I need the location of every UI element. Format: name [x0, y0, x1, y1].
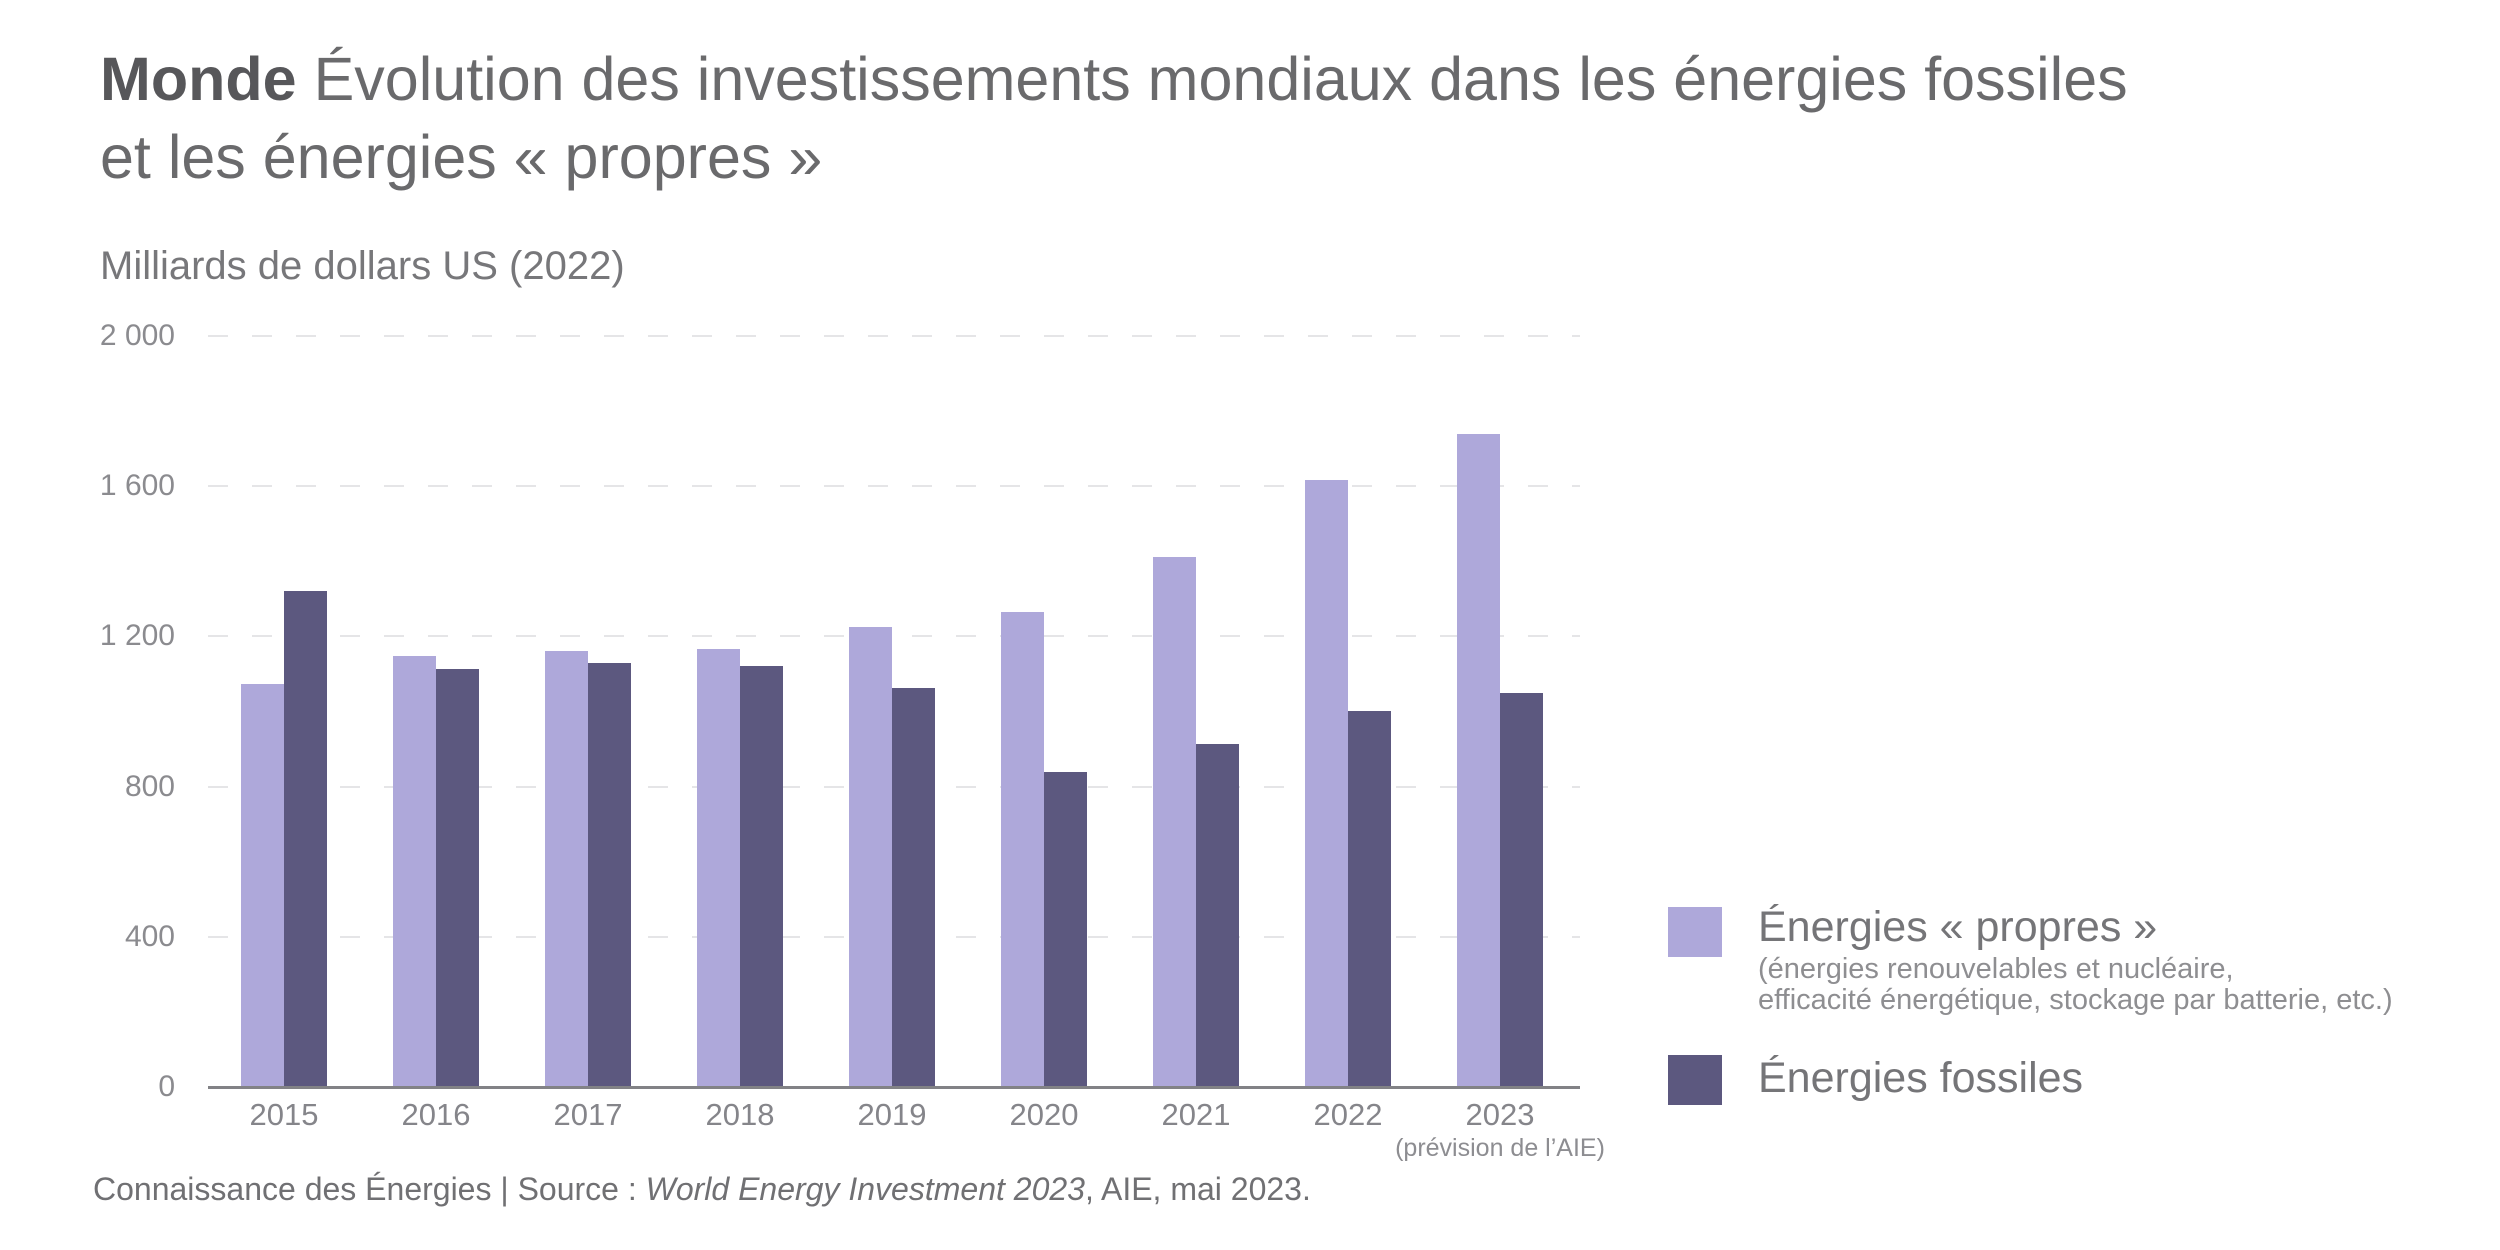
legend-item-propres: Énergies « propres » (énergies renouvela…	[1758, 905, 2393, 1016]
x-tick-label-2016: 2016	[401, 1097, 471, 1132]
page-title: Monde Évolution des investissements mondi…	[100, 40, 2128, 196]
title-main: Évolution des investissements mondiaux d…	[313, 45, 2128, 113]
gridline-2000	[208, 335, 1580, 337]
legend-swatch-fossiles	[1668, 1055, 1722, 1105]
legend-sub-line-2: efficacité énergétique, stockage par bat…	[1758, 984, 2393, 1016]
gridline-1600	[208, 485, 1580, 487]
bar-fossiles-2022	[1348, 711, 1391, 1087]
bar-propres-2018	[697, 649, 740, 1087]
bar-propres-2022	[1305, 480, 1348, 1087]
footer-source-title: World Energy Investment 2023	[645, 1171, 1085, 1207]
bar-fossiles-2020	[1044, 772, 1087, 1087]
gridline-1200	[208, 635, 1580, 637]
bar-propres-2023	[1457, 434, 1500, 1087]
x-axis-line	[208, 1086, 1580, 1089]
bar-propres-2020	[1001, 612, 1044, 1087]
x-tick-label-2015: 2015	[249, 1097, 319, 1132]
footer-prefix: Connaissance des Énergies | Source :	[93, 1171, 646, 1207]
y-tick-label-1600: 1 600	[99, 469, 175, 502]
forecast-note: (prévision de l’AIE)	[1395, 1134, 1605, 1162]
bar-fossiles-2017	[588, 663, 631, 1087]
title-line-2: et les énergies « propres »	[100, 123, 823, 191]
legend-swatch-propres	[1668, 907, 1722, 957]
x-tick-label-2018: 2018	[705, 1097, 775, 1132]
x-tick-label-2022: 2022	[1313, 1097, 1383, 1132]
y-tick-label-1200: 1 200	[99, 619, 175, 652]
bar-propres-2021	[1153, 557, 1196, 1087]
y-tick-label-800: 800	[124, 770, 175, 803]
y-axis-unit-label: Milliards de dollars US (2022)	[100, 244, 625, 288]
bar-fossiles-2016	[436, 669, 479, 1087]
legend-sub-line-1: (énergies renouvelables et nucléaire,	[1758, 953, 2234, 985]
y-tick-label-400: 400	[124, 920, 175, 953]
x-tick-label-2019: 2019	[857, 1097, 927, 1132]
legend-label-fossiles: Énergies fossiles	[1758, 1054, 2084, 1102]
legend-sublabel-propres: (énergies renouvelables et nucléaire, ef…	[1758, 954, 2393, 1016]
bar-fossiles-2019	[892, 688, 935, 1087]
x-tick-label-2017: 2017	[553, 1097, 623, 1132]
source-caption: Connaissance des Énergies | Source : Wor…	[93, 1172, 1311, 1206]
footer-suffix: , AIE, mai 2023.	[1084, 1171, 1311, 1207]
x-tick-label-2020: 2020	[1009, 1097, 1079, 1132]
x-tick-label-2021: 2021	[1161, 1097, 1231, 1132]
bar-propres-2017	[545, 651, 588, 1087]
legend-item-fossiles: Énergies fossiles	[1758, 1056, 2083, 1100]
title-line-1: Monde Évolution des investissements mondi…	[100, 40, 2128, 118]
bar-fossiles-2015	[284, 591, 327, 1087]
x-tick-label-2023: 2023	[1465, 1097, 1535, 1132]
bar-fossiles-2021	[1196, 744, 1239, 1087]
legend-label-propres: Énergies « propres »	[1758, 903, 2158, 951]
bar-fossiles-2023	[1500, 693, 1543, 1087]
y-tick-label-0: 0	[158, 1070, 175, 1103]
title-region: Monde	[100, 45, 297, 113]
y-tick-label-2000: 2 000	[99, 319, 175, 352]
bar-propres-2016	[393, 656, 436, 1087]
bar-propres-2019	[849, 627, 892, 1087]
bar-fossiles-2018	[740, 666, 783, 1087]
bar-propres-2015	[241, 684, 284, 1087]
